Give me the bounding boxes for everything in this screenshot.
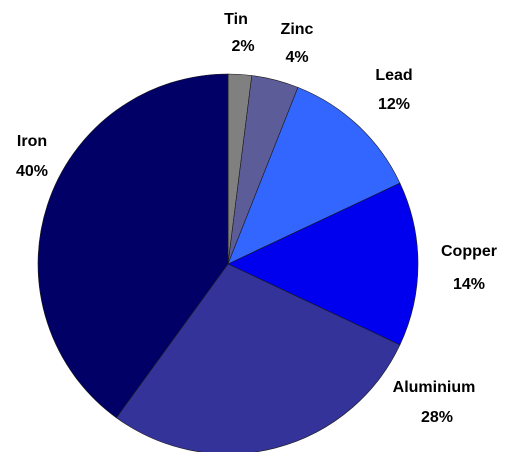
- slice-label: Tin: [224, 11, 248, 28]
- pie-slice: [37, 73, 229, 419]
- slice-value-label: 14%: [453, 276, 485, 293]
- slice-label: Copper: [441, 243, 497, 260]
- slice-label: Iron: [17, 133, 47, 150]
- slice-value-label: 40%: [16, 163, 48, 180]
- slice-value-label: 4%: [285, 49, 308, 66]
- pie-slice: [227, 182, 419, 346]
- slice-label: Lead: [375, 67, 412, 84]
- slice-label: Aluminium: [393, 379, 476, 396]
- slice-value-label: 28%: [421, 409, 453, 426]
- pie-slice: [227, 86, 401, 265]
- slice-value-label: 12%: [378, 96, 410, 113]
- pie-slice: [115, 263, 401, 452]
- slice-label: Zinc: [281, 21, 314, 38]
- slice-value-label: 2%: [231, 38, 254, 55]
